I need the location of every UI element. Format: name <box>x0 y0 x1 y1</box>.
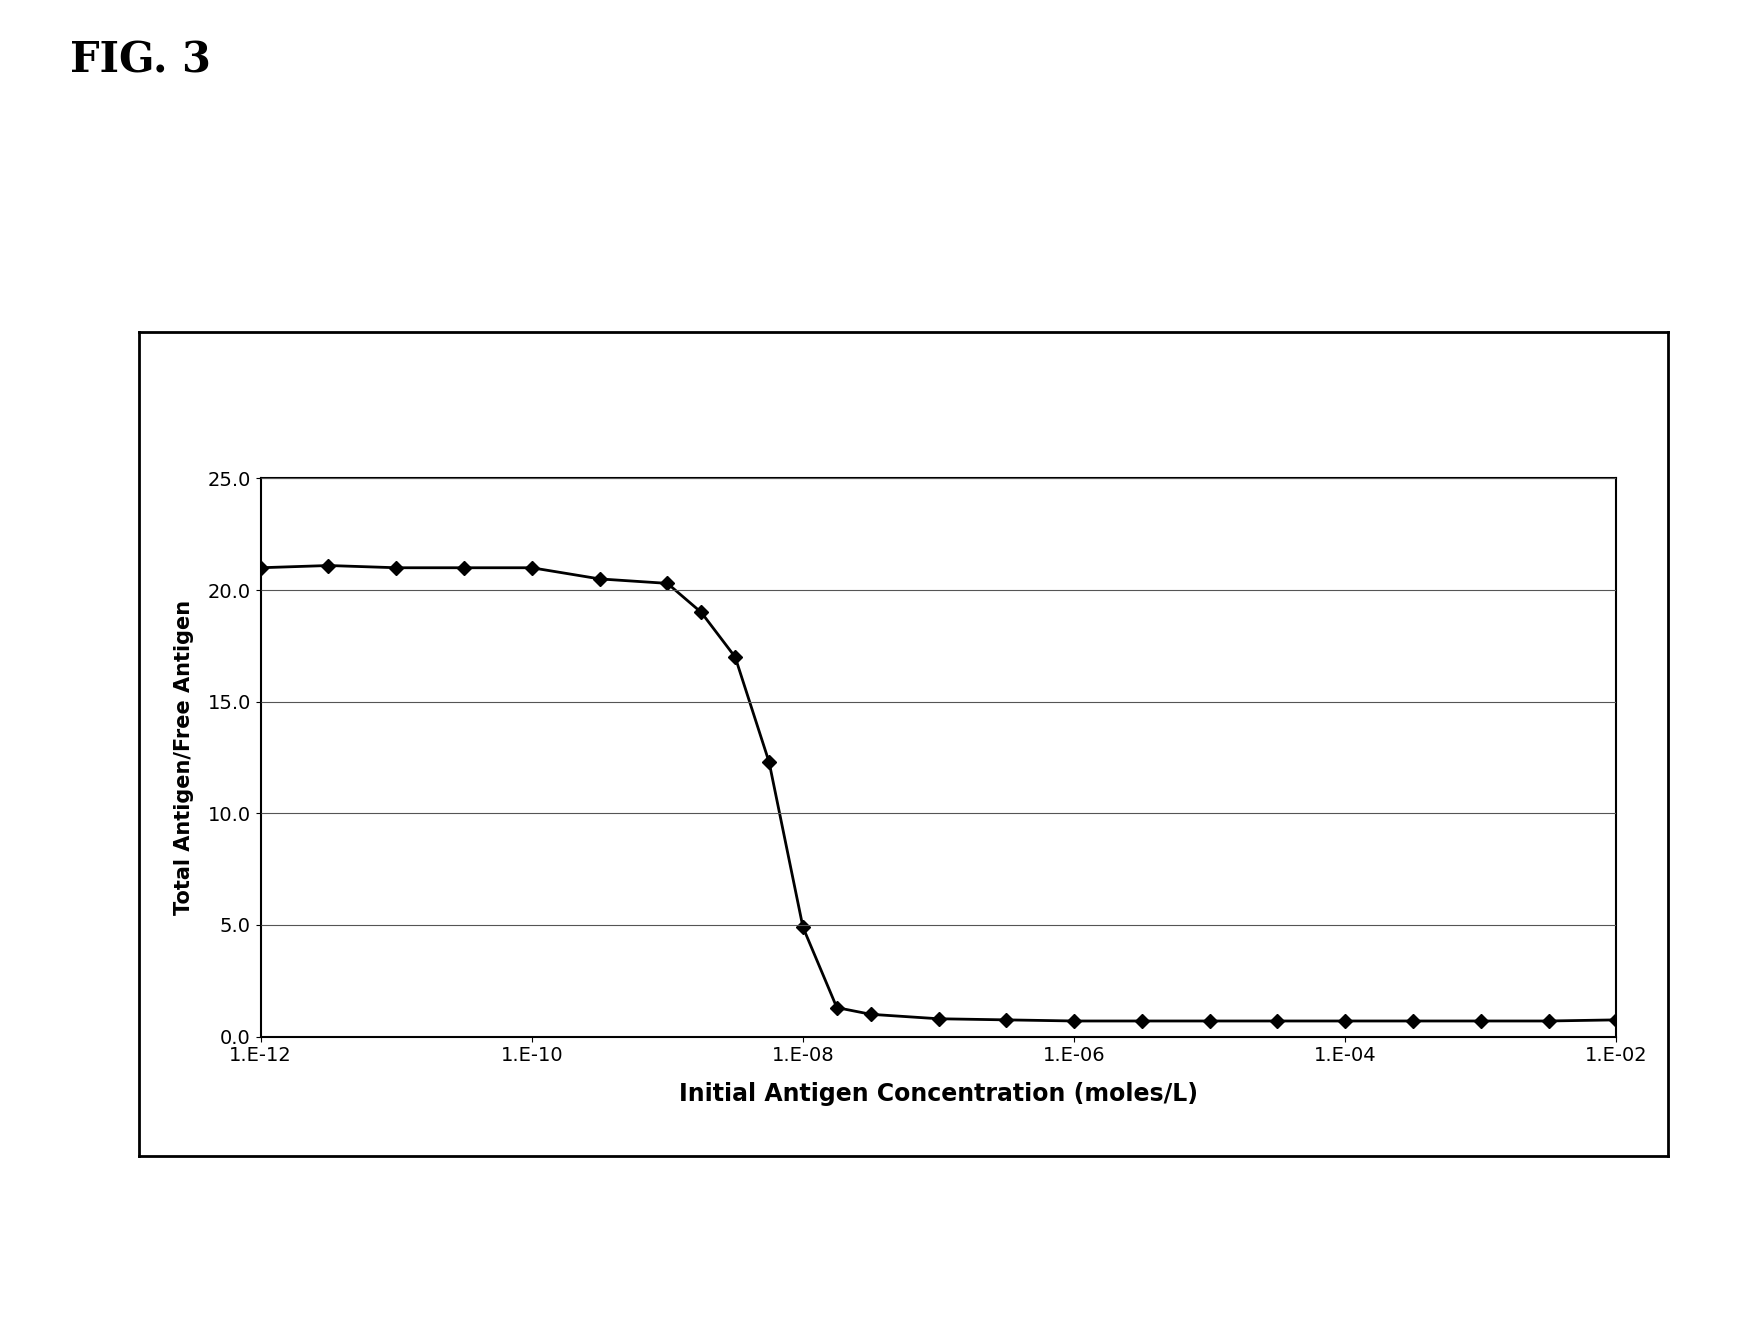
Text: FIG. 3: FIG. 3 <box>70 40 210 82</box>
X-axis label: Initial Antigen Concentration (moles/L): Initial Antigen Concentration (moles/L) <box>680 1082 1197 1106</box>
Y-axis label: Total Antigen/Free Antigen: Total Antigen/Free Antigen <box>174 599 193 916</box>
